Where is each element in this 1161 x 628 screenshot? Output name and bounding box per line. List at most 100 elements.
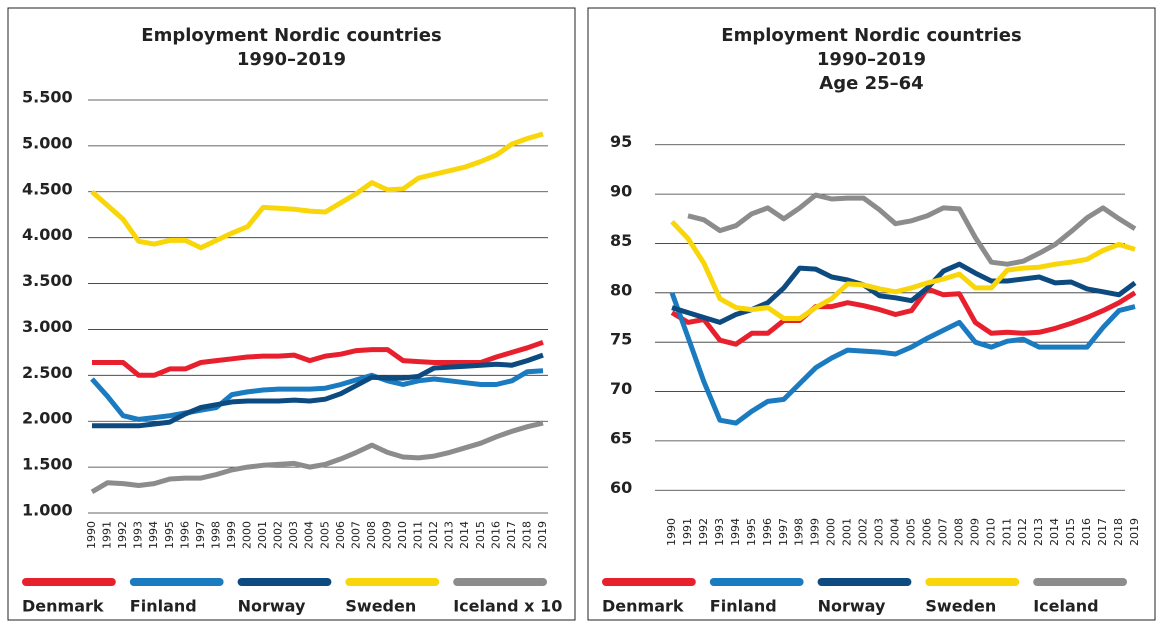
x-tick-label: 2013 (443, 521, 456, 549)
panel-frame (587, 7, 1156, 621)
x-tick-label: 2003 (873, 518, 886, 546)
y-tick-label: 4.500 (22, 179, 73, 198)
x-tick-label: 1996 (178, 521, 191, 549)
x-tick-label: 2005 (904, 518, 917, 546)
x-tick-label: 2006 (920, 518, 933, 546)
x-tick-label: 2013 (1032, 518, 1045, 546)
legend-label: Iceland (1033, 597, 1098, 616)
data-line (90, 420, 544, 495)
chart-title: Employment Nordic countries (721, 25, 1021, 46)
x-tick-label: 2000 (825, 518, 838, 546)
x-tick-label: 1999 (225, 521, 238, 549)
legend-label: Finland (130, 597, 197, 616)
x-tick-label: 1998 (209, 521, 222, 549)
x-tick-label: 1997 (777, 518, 790, 546)
y-tick-label: 90 (610, 182, 632, 201)
x-tick-label: 2007 (936, 518, 949, 546)
y-tick-label: 85 (610, 231, 632, 250)
y-tick-label: 60 (610, 478, 632, 497)
data-line (92, 339, 544, 378)
y-tick-label: 1.500 (22, 455, 73, 474)
legend-label: Iceland x 10 (453, 597, 562, 616)
x-tick-label: 2001 (256, 521, 269, 549)
x-tick-label: 1991 (101, 521, 114, 549)
legend-label: Denmark (22, 597, 104, 616)
y-tick-label: 2.000 (22, 409, 73, 428)
x-tick-label: 2015 (474, 521, 487, 549)
x-tick-label: 2003 (287, 521, 300, 549)
legend-label: Norway (238, 597, 306, 616)
y-tick-label: 80 (610, 280, 632, 299)
x-tick-label: 2011 (412, 521, 425, 549)
data-line (687, 192, 1137, 267)
x-tick-label: 2000 (241, 521, 254, 549)
data-line (670, 219, 1136, 321)
x-tick-label: 2014 (458, 521, 471, 549)
y-tick-label: 75 (610, 330, 632, 349)
x-tick-label: 2017 (1096, 518, 1109, 546)
x-tick-label: 2014 (1048, 518, 1061, 546)
x-tick-label: 1999 (809, 518, 822, 546)
x-tick-label: 2017 (505, 521, 518, 549)
x-tick-label: 2002 (857, 518, 870, 546)
x-tick-label: 1992 (697, 518, 710, 546)
panel-frame (7, 7, 576, 621)
y-tick-label: 65 (610, 428, 632, 447)
x-tick-label: 2005 (318, 521, 331, 549)
x-tick-label: 2019 (1128, 518, 1141, 546)
y-tick-label: 3.000 (22, 317, 73, 336)
legend-label: Sweden (925, 597, 996, 616)
x-tick-label: 2010 (984, 518, 997, 546)
x-tick-label: 1994 (729, 518, 742, 546)
x-tick-label: 2012 (427, 521, 440, 549)
y-tick-label: 1.000 (22, 501, 73, 520)
data-line (90, 131, 544, 251)
x-tick-label: 2015 (1064, 518, 1077, 546)
x-tick-label: 1993 (713, 518, 726, 546)
x-tick-label: 2008 (952, 518, 965, 546)
x-tick-label: 2016 (1080, 518, 1093, 546)
x-tick-label: 1990 (85, 521, 98, 549)
chart-title: 1990–2019 (817, 49, 926, 70)
x-tick-label: 2001 (841, 518, 854, 546)
x-tick-label: 2011 (1000, 518, 1013, 546)
x-tick-label: 1992 (116, 521, 129, 549)
y-tick-label: 4.000 (22, 225, 73, 244)
x-tick-label: 2012 (1016, 518, 1029, 546)
y-tick-label: 95 (610, 132, 632, 151)
legend-label: Denmark (602, 597, 684, 616)
y-tick-label: 5.500 (22, 88, 73, 107)
y-tick-label: 3.500 (22, 271, 73, 290)
x-tick-label: 1998 (793, 518, 806, 546)
x-tick-label: 2009 (380, 521, 393, 549)
chart-title: Employment Nordic countries (141, 25, 441, 46)
x-tick-label: 2018 (520, 521, 533, 549)
x-tick-label: 2016 (489, 521, 502, 549)
x-tick-label: 2008 (365, 521, 378, 549)
x-tick-label: 1996 (761, 518, 774, 546)
x-tick-label: 2010 (396, 521, 409, 549)
legend-label: Sweden (345, 597, 416, 616)
x-tick-label: 2019 (536, 521, 549, 549)
x-tick-label: 1993 (132, 521, 145, 549)
y-tick-label: 70 (610, 379, 632, 398)
chart-title: 1990–2019 (237, 49, 346, 70)
x-tick-label: 2004 (303, 521, 316, 549)
x-tick-label: 1990 (665, 518, 678, 546)
x-tick-label: 1995 (163, 521, 176, 549)
x-tick-label: 2009 (968, 518, 981, 546)
y-tick-label: 2.500 (22, 363, 73, 382)
legend-label: Norway (818, 597, 886, 616)
x-tick-label: 1991 (681, 518, 694, 546)
x-tick-label: 2006 (334, 521, 347, 549)
x-tick-label: 2002 (272, 521, 285, 549)
x-tick-label: 1997 (194, 521, 207, 549)
y-tick-label: 5.000 (22, 133, 73, 152)
chart-title: Age 25–64 (819, 73, 923, 94)
x-tick-label: 1995 (745, 518, 758, 546)
x-tick-label: 1994 (147, 521, 160, 549)
data-line (669, 291, 1136, 426)
x-tick-label: 2007 (349, 521, 362, 549)
x-tick-label: 2018 (1112, 518, 1125, 546)
